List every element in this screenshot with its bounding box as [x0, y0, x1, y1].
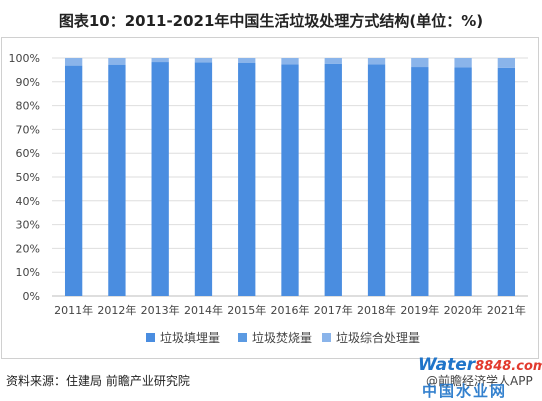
y-tick-label: 60%	[16, 147, 40, 160]
legend-label: 垃圾填埋量	[160, 330, 220, 345]
bar-segment	[238, 62, 256, 296]
x-tick-label: 2020年	[444, 303, 483, 317]
legend: 垃圾填埋量 垃圾焚烧量 垃圾综合处理量	[146, 330, 420, 345]
y-axis-labels: 0% 10% 20% 30% 40% 50% 60% 70% 80% 90% 100%	[9, 52, 40, 303]
bar-segment	[108, 64, 126, 296]
bar-segment	[454, 58, 472, 68]
bar-segment	[367, 64, 386, 297]
y-tick-label: 90%	[16, 76, 40, 89]
x-tick-label: 2017年	[314, 303, 353, 317]
y-tick-label: 10%	[16, 266, 40, 279]
watermark-logo: Water8848.com	[418, 355, 542, 375]
bar-segment	[411, 67, 429, 296]
watermark-subtitle: 中国水业网	[422, 382, 508, 400]
bar-segment	[108, 58, 126, 65]
bar-segment	[324, 63, 342, 297]
x-tick-label: 2019年	[400, 303, 439, 317]
y-tick-label: 50%	[16, 171, 40, 184]
legend-label: 垃圾综合处理量	[336, 330, 420, 345]
legend-swatch	[238, 333, 247, 342]
y-tick-label: 40%	[16, 195, 40, 208]
bar-segment	[497, 58, 516, 68]
chart-title: 图表10：2011-2021年中国生活垃圾处理方式结构(单位：%)	[58, 12, 484, 30]
x-tick-label: 2011年	[54, 303, 93, 317]
bars	[64, 58, 516, 297]
x-axis-labels: 2011年 2012年 2013年 2014年 2015年 2016年 2017年 2018年…	[54, 303, 526, 317]
stacked-bar-chart: 0%10%20%30%40%50%60%70%80%90%100% 2011年 2…	[9, 52, 528, 345]
chart-frame: 0% 10% 20% 30% 40% 50% 60% 70% 80% 90% 100% 2011年 2…	[1, 37, 539, 359]
credit-note: @前瞻经济学人APP	[426, 374, 533, 388]
x-tick-label: 2012年	[97, 303, 136, 317]
y-tick-label: 20%	[16, 242, 40, 255]
bar-segment	[194, 62, 213, 297]
bar-segment	[411, 58, 429, 68]
bar-segment	[497, 67, 516, 296]
bar-segment	[367, 58, 386, 65]
bar-segment	[238, 58, 256, 63]
x-tick-label: 2016年	[271, 303, 310, 317]
bar-segment	[64, 65, 83, 296]
bar-segment	[151, 62, 169, 297]
x-tick-label: 2014年	[184, 303, 223, 317]
y-tick-label: 30%	[16, 219, 40, 232]
source-note: 资料来源：住建局 前瞻产业研究院	[6, 374, 190, 388]
y-tick-label: 80%	[16, 100, 40, 113]
bar-segment	[281, 64, 299, 297]
y-tick-label: 70%	[16, 123, 40, 136]
x-tick-label: 2015年	[227, 303, 266, 317]
y-tick-label: 0%	[23, 290, 40, 303]
bar-segment	[454, 67, 472, 296]
bar-segment	[194, 58, 213, 63]
x-tick-label: 2013年	[141, 303, 180, 317]
bar-segment	[324, 58, 342, 64]
legend-swatch	[322, 333, 331, 342]
legend-label: 垃圾焚烧量	[252, 330, 312, 345]
legend-swatch	[146, 333, 155, 342]
bar-segment	[64, 58, 83, 66]
bar-segment	[281, 58, 299, 65]
x-tick-label: 2018年	[357, 303, 396, 317]
y-tick-label: 100%	[9, 52, 40, 65]
x-tick-label: 2021年	[487, 303, 526, 317]
bar-segment	[151, 58, 169, 63]
